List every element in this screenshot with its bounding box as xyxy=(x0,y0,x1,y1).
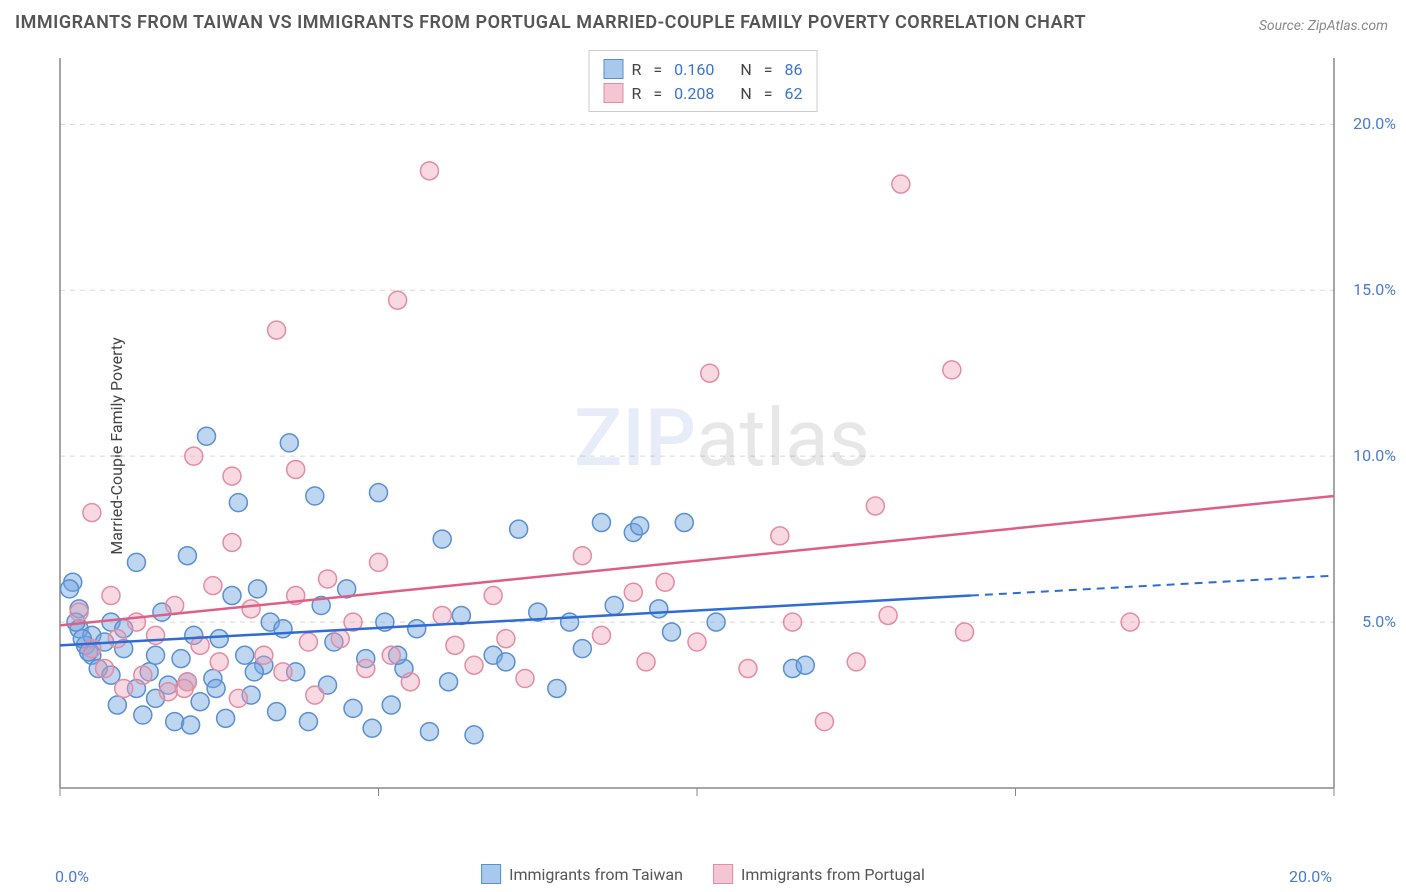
legend-row-taiwan: R= 0.160 N= 86 xyxy=(603,57,802,81)
correlation-legend: R= 0.160 N= 86 R= 0.208 N= 62 xyxy=(588,50,817,112)
x-tick-label: 20.0% xyxy=(1289,867,1332,886)
swatch-icon xyxy=(481,864,501,884)
legend-label: Immigrants from Taiwan xyxy=(509,865,683,884)
source-attribution: Source: ZipAtlas.com xyxy=(1259,18,1388,34)
swatch-icon xyxy=(603,59,623,79)
swatch-icon xyxy=(713,864,733,884)
series-legend: Immigrants from Taiwan Immigrants from P… xyxy=(481,864,925,884)
legend-item-taiwan: Immigrants from Taiwan xyxy=(481,864,683,884)
swatch-icon xyxy=(603,83,623,103)
y-tick-label: 15.0% xyxy=(1353,280,1396,299)
plot-area: ZIPatlas xyxy=(52,48,1392,828)
legend-item-portugal: Immigrants from Portugal xyxy=(713,864,925,884)
legend-label: Immigrants from Portugal xyxy=(741,865,925,884)
chart-title: IMMIGRANTS FROM TAIWAN VS IMMIGRANTS FRO… xyxy=(15,12,1086,33)
y-tick-label: 5.0% xyxy=(1362,612,1396,631)
y-tick-label: 20.0% xyxy=(1353,114,1396,133)
y-tick-label: 10.0% xyxy=(1353,446,1396,465)
x-tick-label: 0.0% xyxy=(55,867,89,886)
legend-row-portugal: R= 0.208 N= 62 xyxy=(603,81,802,105)
scatter-chart xyxy=(52,48,1392,828)
